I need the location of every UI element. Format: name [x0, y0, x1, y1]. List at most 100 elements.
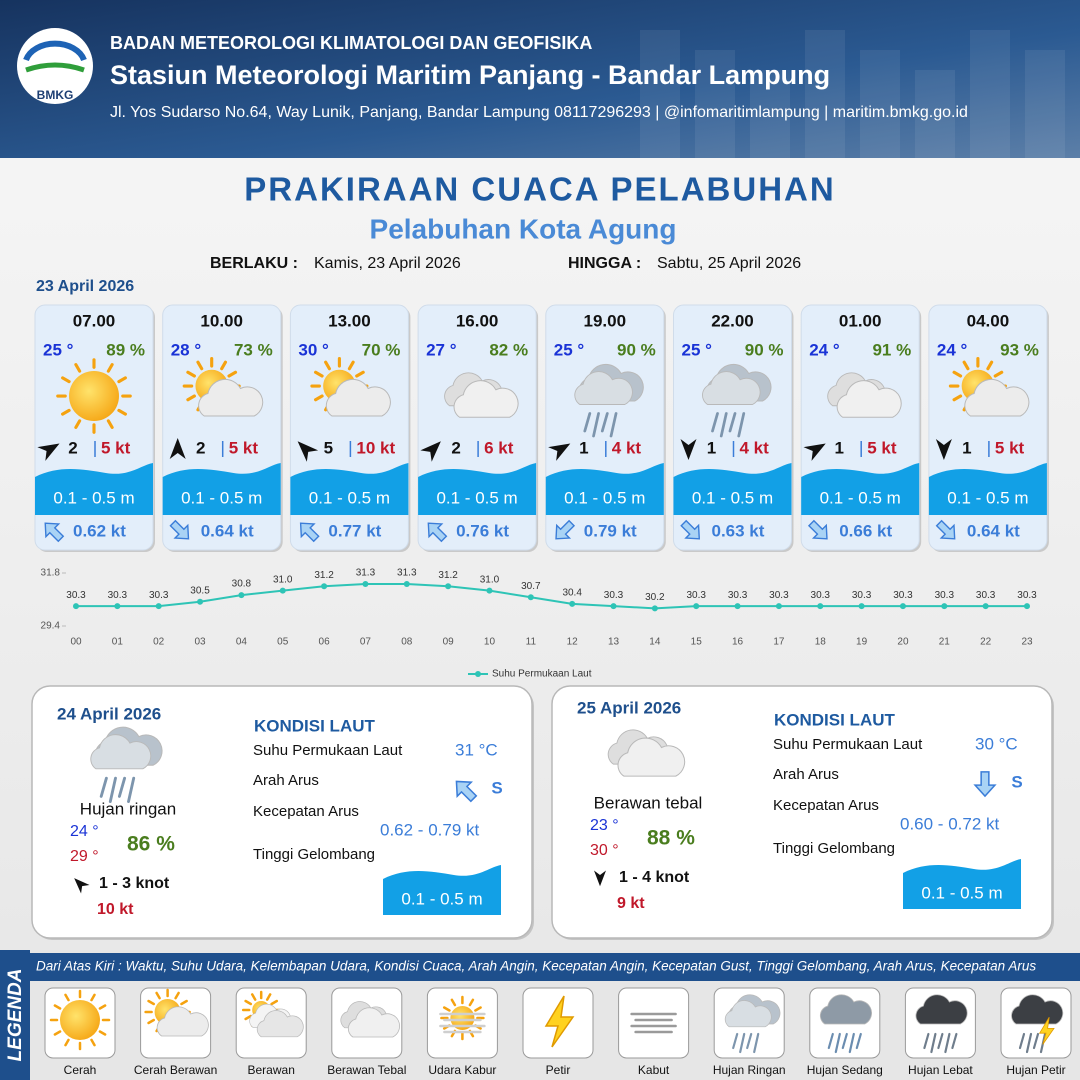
sea-label: Kecepatan Arus — [253, 803, 359, 820]
sun-ray — [98, 1030, 107, 1036]
value-label: 30.2 — [645, 592, 665, 603]
wave-height: 0.1 - 0.5 m — [53, 488, 134, 507]
condition: Berawan tebal — [594, 793, 703, 812]
wind-arrow — [297, 441, 319, 462]
sun-ray — [147, 999, 155, 1006]
sun-ray — [61, 408, 71, 416]
current-speed: 0.66 kt — [839, 521, 892, 540]
weather-icon — [241, 990, 304, 1038]
rain — [127, 776, 136, 804]
sun-ray — [355, 370, 365, 378]
x-tick-label: 22 — [980, 637, 992, 648]
rain — [583, 412, 592, 433]
air-temp: 28 ° — [171, 340, 202, 359]
current-arrow — [555, 519, 576, 540]
value-label: 31.2 — [438, 570, 458, 581]
sun-ray — [270, 999, 279, 1006]
logo-mark — [23, 40, 87, 62]
sun-ray — [180, 999, 188, 1006]
humidity: 90 % — [617, 340, 656, 359]
time: 10.00 — [200, 311, 243, 330]
sun-ray — [174, 991, 180, 1000]
x-tick-label: 06 — [319, 637, 331, 648]
x-tick-label: 00 — [70, 637, 82, 648]
sst-point — [899, 603, 906, 610]
sst: 30 °C — [975, 734, 1018, 753]
legend-label: Suhu Permukaan Laut — [492, 669, 592, 680]
cloud — [702, 371, 761, 405]
sun-ray — [117, 408, 127, 416]
wind-speed: 2 — [196, 438, 205, 457]
sea-label: Arah Arus — [253, 772, 319, 789]
legend-side — [0, 950, 30, 1080]
gust: 4 kt — [612, 438, 642, 457]
x-tick-label: 03 — [194, 637, 206, 648]
header-decor — [750, 70, 790, 158]
header-decor — [915, 70, 955, 158]
current-speed: 0.60 - 0.72 kt — [900, 814, 1000, 833]
cloud — [90, 734, 152, 770]
sun-ray — [314, 394, 324, 402]
current-arrow — [935, 519, 956, 540]
wave-height: 0.1 - 0.5 m — [820, 488, 901, 507]
sst-point — [941, 603, 948, 610]
weather-icon — [90, 726, 163, 804]
rain — [609, 412, 618, 438]
header-decor — [695, 50, 735, 158]
day-date: 23 April 2026 — [36, 278, 134, 295]
current-arrow — [169, 519, 190, 540]
humidity: 86 % — [127, 833, 175, 856]
y-tick-label: 31.8 — [41, 568, 61, 579]
x-tick-label: 17 — [773, 637, 785, 648]
air-temp: 25 ° — [43, 340, 74, 359]
weather-icon — [948, 356, 1030, 417]
wave — [35, 463, 153, 515]
wave-height: 0.1 - 0.5 m — [692, 488, 773, 507]
sst-point — [734, 603, 741, 610]
value-label: 30.3 — [893, 590, 913, 601]
cloud — [256, 1010, 304, 1038]
value-label: 30.3 — [108, 590, 128, 601]
wind-arrow — [548, 443, 571, 461]
cloud — [1011, 994, 1064, 1025]
time: 04.00 — [967, 311, 1010, 330]
sun-ray — [347, 360, 355, 371]
weather-icon — [819, 994, 872, 1054]
temp-min: 24 ° — [70, 823, 99, 840]
sun-ray — [90, 1038, 96, 1047]
legend-description: Dari Atas Kiri : Waktu, Suhu Udara, Kele… — [36, 959, 1036, 974]
current-arrow — [455, 780, 478, 803]
value-label: 30.3 — [811, 590, 831, 601]
sst-point — [445, 583, 452, 590]
air-temp: 25 ° — [554, 340, 585, 359]
sun-ray — [64, 993, 70, 1002]
temp-max: 30 ° — [590, 842, 619, 859]
wind-arrow — [935, 439, 952, 460]
sst-point — [321, 583, 328, 590]
legend-item: Cerah — [64, 1063, 97, 1077]
title: PRAKIRAAN CUACA PELABUHAN — [244, 171, 835, 208]
station-name: Stasiun Meteorologi Maritim Panjang - Ba… — [110, 60, 830, 90]
legend-item: Udara Kabur — [428, 1063, 496, 1077]
humidity: 93 % — [1000, 340, 1039, 359]
rain — [746, 1032, 753, 1050]
value-label: 30.4 — [562, 588, 582, 599]
wave — [383, 865, 501, 915]
sst-point — [486, 587, 493, 594]
weather-icon — [574, 363, 644, 438]
x-tick-label: 10 — [484, 637, 496, 648]
rain — [99, 776, 108, 798]
x-tick-label: 11 — [526, 637, 537, 648]
rain — [753, 1032, 760, 1054]
legend-swatch — [475, 671, 481, 677]
sun-ray — [196, 360, 204, 371]
rain — [117, 776, 127, 798]
x-tick-label: 08 — [401, 637, 413, 648]
sun-ray — [993, 370, 1004, 378]
wave — [418, 463, 537, 515]
sun-ray — [244, 999, 253, 1006]
address: Jl. Yos Sudarso No.64, Way Lunik, Panjan… — [110, 104, 968, 121]
wave-height: 0.1 - 0.5 m — [921, 883, 1002, 902]
legend-item: Petir — [546, 1063, 571, 1077]
sun-ray — [468, 998, 475, 1007]
